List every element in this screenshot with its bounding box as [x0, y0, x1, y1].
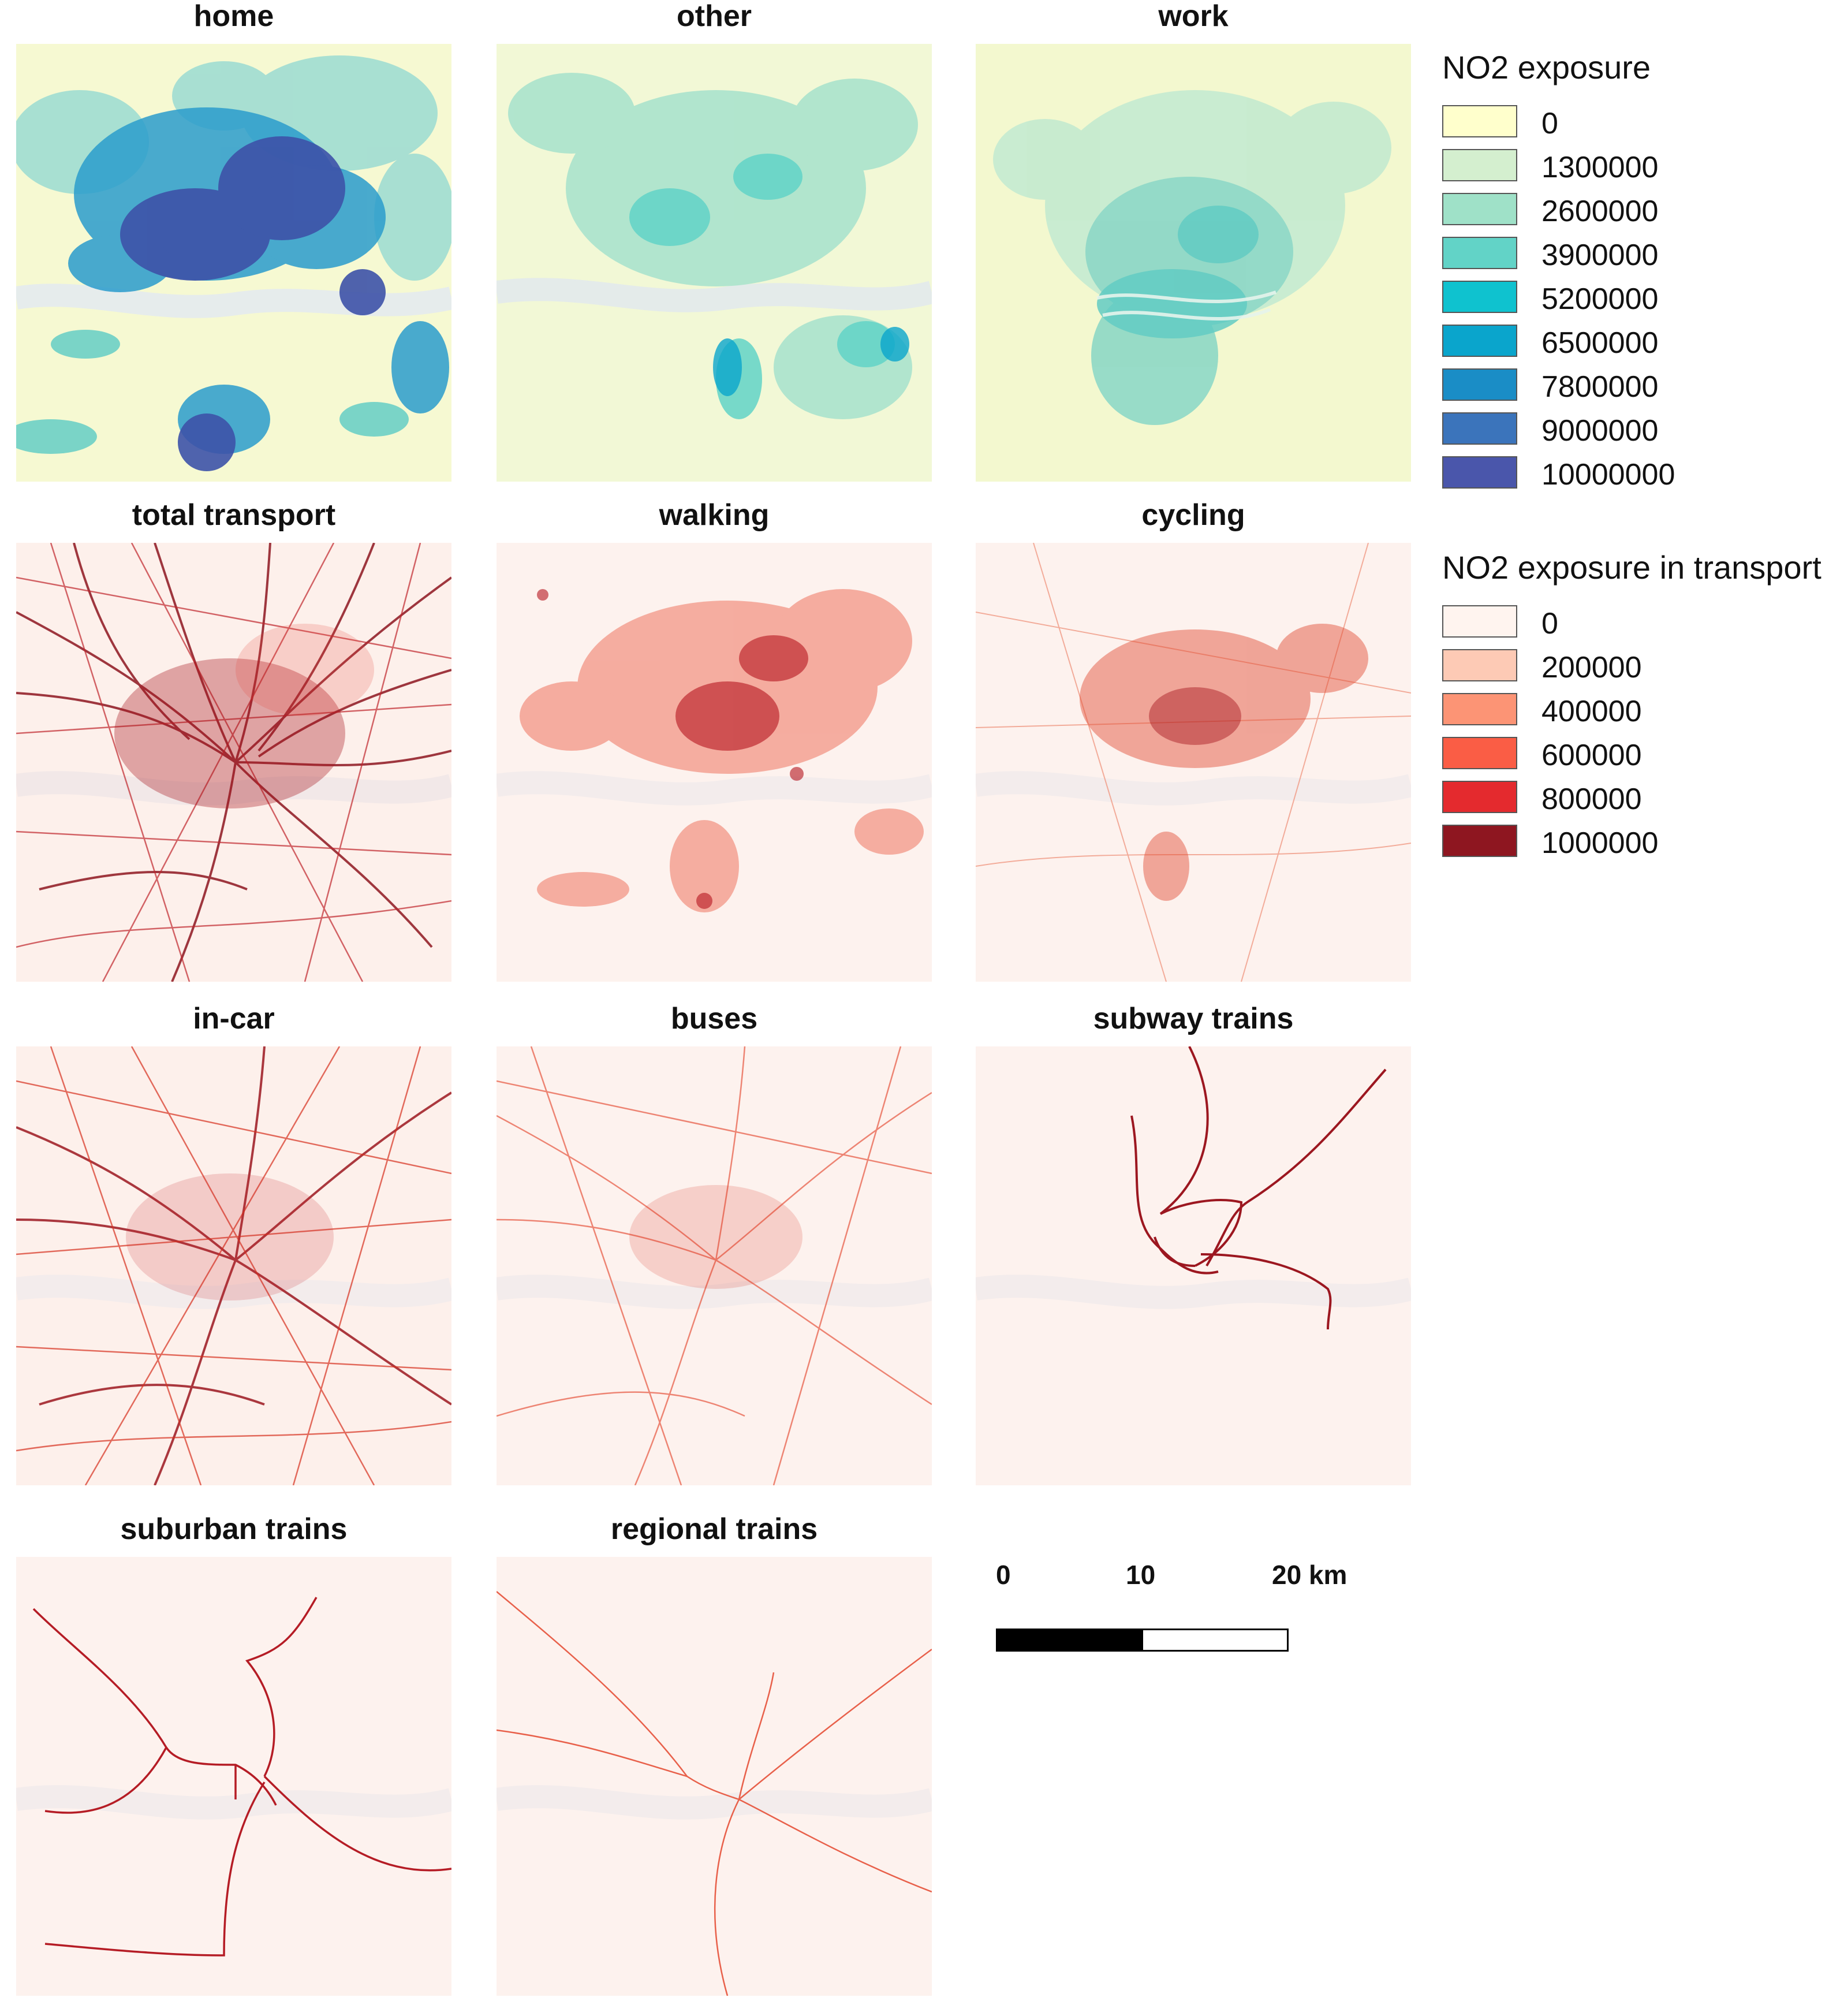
panel-title: buses: [670, 1002, 758, 1035]
scale-bar-black-segment: [996, 1629, 1143, 1652]
regional-trains-map: [497, 1557, 932, 1996]
legend-swatch: [1442, 105, 1517, 137]
legend-swatch: [1442, 456, 1517, 489]
legend-label: 0: [1541, 107, 1558, 140]
panel-cycling: cycling: [976, 498, 1411, 982]
panel-title: total transport: [132, 498, 336, 532]
legend-swatch: [1442, 693, 1517, 725]
panel-subway-trains: subway trains: [976, 1002, 1411, 1485]
legend-label: 1300000: [1541, 151, 1659, 184]
legend-no2-exposure: NO2 exposure 0 1300000 2600000 3900000 52000…: [1442, 49, 1823, 491]
home-map: [16, 44, 451, 482]
legend-label: 2600000: [1541, 195, 1659, 228]
scale-label-20km: 20 km: [1272, 1560, 1348, 1590]
legend-swatch: [1442, 325, 1517, 357]
panel-title: other: [677, 0, 752, 33]
scale-bar: 0 10 20 km: [996, 1559, 1347, 1657]
other-map: [497, 44, 932, 482]
work-map: [976, 44, 1411, 482]
panel-title: cycling: [1141, 498, 1245, 532]
cycling-map: [976, 543, 1411, 982]
legend-swatch: [1442, 781, 1517, 813]
legend-label: 200000: [1541, 651, 1642, 684]
legend-swatch: [1442, 149, 1517, 181]
legend-label: 9000000: [1541, 414, 1659, 448]
panel-regional-trains: regional trains: [497, 1512, 932, 1996]
legend-swatch: [1442, 368, 1517, 401]
legend-label: 400000: [1541, 695, 1642, 728]
scale-label-0: 0: [996, 1560, 1011, 1590]
legend-label: 600000: [1541, 739, 1642, 772]
legend-label: 0: [1541, 607, 1558, 640]
legend-swatch: [1442, 412, 1517, 445]
legend-swatch: [1442, 825, 1517, 857]
legend-label: 7800000: [1541, 370, 1659, 404]
legend-title: NO2 exposure: [1442, 49, 1651, 85]
legend-label: 5200000: [1541, 282, 1659, 316]
legend-label: 1000000: [1541, 826, 1659, 860]
panel-suburban-trains: suburban trains: [16, 1512, 451, 1996]
panel-total-transport: total transport: [16, 498, 451, 982]
panel-home: home: [16, 0, 451, 482]
panel-buses: buses: [497, 1002, 932, 1485]
panel-title: in-car: [193, 1002, 275, 1035]
legend-label: 3900000: [1541, 239, 1659, 272]
panel-title: suburban trains: [120, 1512, 348, 1546]
legend-swatch: [1442, 237, 1517, 269]
legend-label: 6500000: [1541, 326, 1659, 360]
legend-swatch: [1442, 193, 1517, 225]
walking-map: [497, 543, 932, 982]
legend-swatch: [1442, 281, 1517, 313]
scale-label-10: 10: [1126, 1560, 1156, 1590]
total-transport-map: [16, 543, 451, 982]
panel-title: walking: [659, 498, 770, 532]
legend-title: NO2 exposure in transport: [1442, 549, 1821, 586]
panel-title: work: [1158, 0, 1229, 33]
in-car-map: [16, 1046, 451, 1485]
legend-no2-transport: NO2 exposure in transport 0 200000 400000 6…: [1442, 549, 1826, 860]
legend-swatch: [1442, 737, 1517, 769]
buses-map: [497, 1046, 932, 1485]
panel-title: regional trains: [610, 1512, 818, 1546]
subway-trains-map: [976, 1046, 1411, 1485]
legend-label: 10000000: [1541, 458, 1675, 491]
suburban-trains-map: [16, 1557, 451, 1996]
scale-bar-white-segment: [1141, 1629, 1289, 1652]
panel-title: home: [193, 0, 274, 33]
legend-swatch: [1442, 649, 1517, 681]
panel-in-car: in-car: [16, 1002, 451, 1485]
panel-title: subway trains: [1093, 1002, 1294, 1035]
legend-label: 800000: [1541, 782, 1642, 816]
panel-other: other: [497, 0, 932, 482]
panel-work: work: [976, 0, 1411, 482]
panel-walking: walking: [497, 498, 932, 982]
legend-swatch: [1442, 605, 1517, 638]
